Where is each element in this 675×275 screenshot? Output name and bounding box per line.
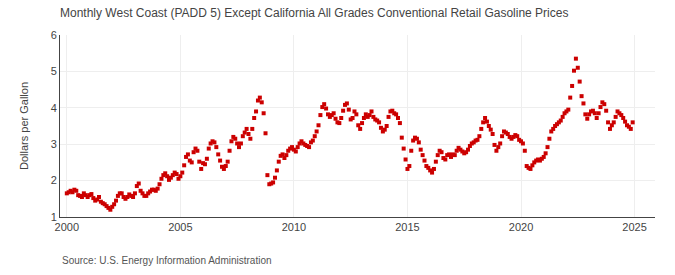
svg-text:2: 2: [51, 174, 57, 186]
svg-text:2005: 2005: [168, 221, 192, 233]
svg-text:Source: U.S. Energy Informatio: Source: U.S. Energy Information Administ…: [62, 255, 272, 266]
svg-text:4: 4: [51, 102, 57, 114]
svg-text:2020: 2020: [509, 221, 533, 233]
svg-text:5: 5: [51, 65, 57, 77]
svg-text:Dollars per Gallon: Dollars per Gallon: [18, 82, 30, 170]
svg-text:2000: 2000: [55, 221, 79, 233]
svg-text:3: 3: [51, 138, 57, 150]
svg-text:2010: 2010: [282, 221, 306, 233]
svg-text:1: 1: [51, 211, 57, 223]
svg-text:2015: 2015: [395, 221, 419, 233]
svg-text:6: 6: [51, 29, 57, 41]
svg-text:2025: 2025: [622, 221, 646, 233]
svg-text:Monthly West Coast (PADD 5) Ex: Monthly West Coast (PADD 5) Except Calif…: [60, 6, 568, 20]
